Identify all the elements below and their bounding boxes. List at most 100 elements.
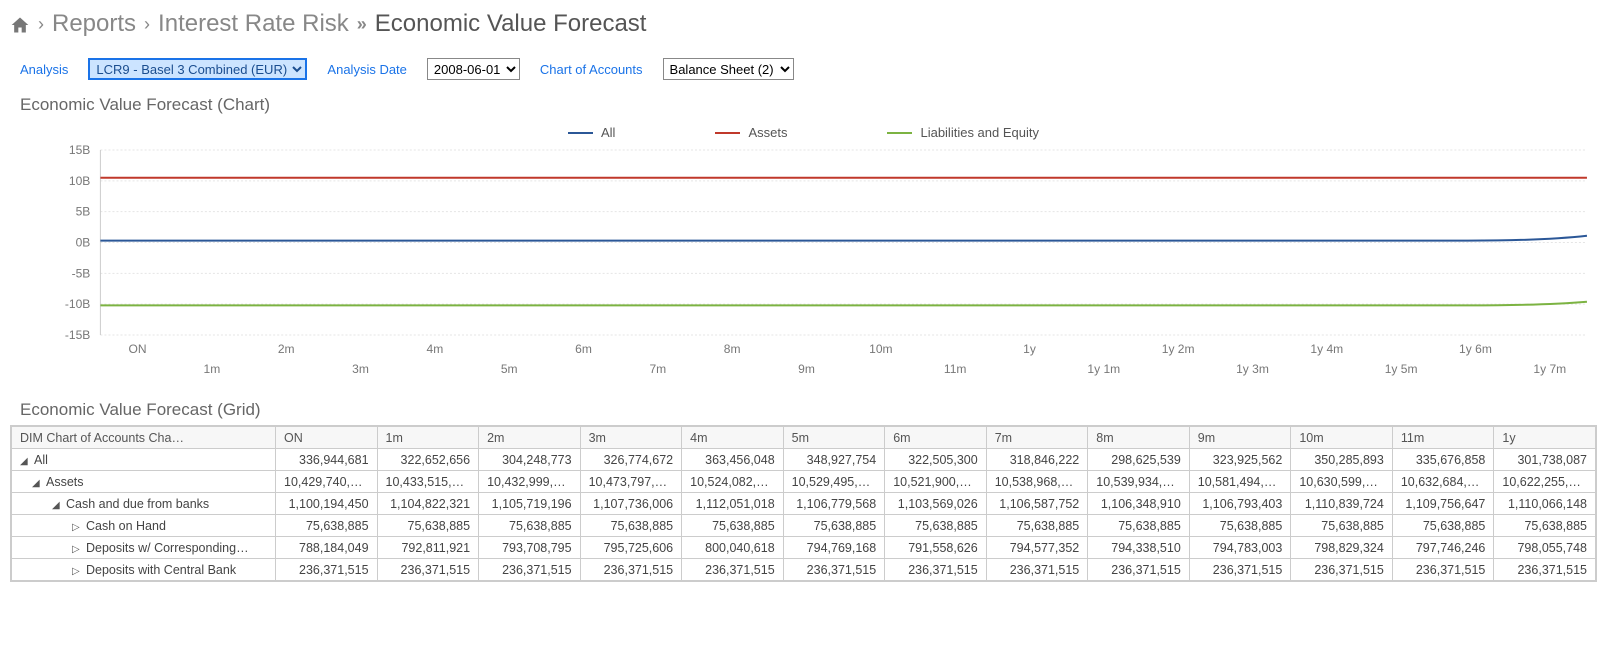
breadcrumb-item-irr[interactable]: Interest Rate Risk	[158, 10, 349, 38]
data-cell[interactable]: 10,538,968,621	[986, 471, 1088, 493]
row-label-cell[interactable]: ◢All	[12, 449, 276, 471]
data-cell[interactable]: 75,638,885	[682, 515, 784, 537]
data-cell[interactable]: 798,829,324	[1291, 537, 1393, 559]
data-cell[interactable]: 10,622,255,825	[1494, 471, 1596, 493]
data-cell[interactable]: 75,638,885	[986, 515, 1088, 537]
data-cell[interactable]: 75,638,885	[1291, 515, 1393, 537]
data-cell[interactable]: 75,638,885	[580, 515, 682, 537]
row-label-cell[interactable]: ◢Cash and due from banks	[12, 493, 276, 515]
grid-column-header[interactable]: 1y	[1494, 427, 1596, 449]
table-row[interactable]: ◢All336,944,681322,652,656304,248,773326…	[12, 449, 1596, 471]
data-cell[interactable]: 363,456,048	[682, 449, 784, 471]
expand-icon[interactable]: ▷	[72, 522, 82, 533]
grid-column-header[interactable]: 7m	[986, 427, 1088, 449]
row-label-cell[interactable]: ▷Cash on Hand	[12, 515, 276, 537]
data-cell[interactable]: 1,105,719,196	[479, 493, 581, 515]
data-cell[interactable]: 75,638,885	[1088, 515, 1190, 537]
data-cell[interactable]: 236,371,515	[885, 559, 987, 581]
data-cell[interactable]: 794,783,003	[1189, 537, 1291, 559]
data-cell[interactable]: 10,524,082,261	[682, 471, 784, 493]
data-cell[interactable]: 1,103,569,026	[885, 493, 987, 515]
data-cell[interactable]: 236,371,515	[1392, 559, 1494, 581]
data-cell[interactable]: 791,558,626	[885, 537, 987, 559]
breadcrumb-item-reports[interactable]: Reports	[52, 10, 136, 38]
data-cell[interactable]: 10,581,494,438	[1189, 471, 1291, 493]
data-cell[interactable]: 236,371,515	[1494, 559, 1596, 581]
data-cell[interactable]: 236,371,515	[276, 559, 378, 581]
data-cell[interactable]: 1,106,587,752	[986, 493, 1088, 515]
table-row[interactable]: ▷Deposits with Central Bank236,371,51523…	[12, 559, 1596, 581]
table-row[interactable]: ▷Cash on Hand75,638,88575,638,88575,638,…	[12, 515, 1596, 537]
expand-icon[interactable]: ▷	[72, 544, 82, 555]
data-cell[interactable]: 335,676,858	[1392, 449, 1494, 471]
legend-item[interactable]: All	[568, 125, 615, 140]
data-cell[interactable]: 797,746,246	[1392, 537, 1494, 559]
data-cell[interactable]: 326,774,672	[580, 449, 682, 471]
data-cell[interactable]: 1,104,822,321	[377, 493, 479, 515]
data-cell[interactable]: 236,371,515	[479, 559, 581, 581]
data-cell[interactable]: 10,429,740,635	[276, 471, 378, 493]
data-cell[interactable]: 792,811,921	[377, 537, 479, 559]
collapse-icon[interactable]: ◢	[20, 456, 30, 467]
row-label-cell[interactable]: ◢Assets	[12, 471, 276, 493]
data-cell[interactable]: 788,184,049	[276, 537, 378, 559]
data-cell[interactable]: 10,473,797,741	[580, 471, 682, 493]
table-row[interactable]: ◢Cash and due from banks1,100,194,4501,1…	[12, 493, 1596, 515]
data-cell[interactable]: 75,638,885	[1392, 515, 1494, 537]
grid-column-header[interactable]: 5m	[783, 427, 885, 449]
grid-column-header[interactable]: 3m	[580, 427, 682, 449]
data-cell[interactable]: 236,371,515	[682, 559, 784, 581]
table-row[interactable]: ▷Deposits w/ Corresponding…788,184,04979…	[12, 537, 1596, 559]
data-cell[interactable]: 336,944,681	[276, 449, 378, 471]
data-cell[interactable]: 348,927,754	[783, 449, 885, 471]
data-cell[interactable]: 236,371,515	[1088, 559, 1190, 581]
data-cell[interactable]: 75,638,885	[1189, 515, 1291, 537]
data-cell[interactable]: 1,110,066,148	[1494, 493, 1596, 515]
data-cell[interactable]: 794,338,510	[1088, 537, 1190, 559]
data-cell[interactable]: 793,708,795	[479, 537, 581, 559]
data-cell[interactable]: 75,638,885	[1494, 515, 1596, 537]
home-icon[interactable]	[10, 14, 30, 34]
data-cell[interactable]: 75,638,885	[885, 515, 987, 537]
grid-column-header[interactable]: 6m	[885, 427, 987, 449]
data-cell[interactable]: 304,248,773	[479, 449, 581, 471]
row-label-cell[interactable]: ▷Deposits w/ Corresponding…	[12, 537, 276, 559]
table-row[interactable]: ◢Assets10,429,740,63510,433,515,05010,43…	[12, 471, 1596, 493]
data-cell[interactable]: 236,371,515	[1189, 559, 1291, 581]
data-cell[interactable]: 10,630,599,049	[1291, 471, 1393, 493]
data-cell[interactable]: 75,638,885	[377, 515, 479, 537]
data-cell[interactable]: 800,040,618	[682, 537, 784, 559]
data-cell[interactable]: 1,100,194,450	[276, 493, 378, 515]
data-cell[interactable]: 794,577,352	[986, 537, 1088, 559]
data-cell[interactable]: 1,112,051,018	[682, 493, 784, 515]
data-cell[interactable]: 318,846,222	[986, 449, 1088, 471]
data-cell[interactable]: 795,725,606	[580, 537, 682, 559]
data-cell[interactable]: 75,638,885	[783, 515, 885, 537]
data-cell[interactable]: 10,632,684,785	[1392, 471, 1494, 493]
data-cell[interactable]: 794,769,168	[783, 537, 885, 559]
data-cell[interactable]: 350,285,893	[1291, 449, 1393, 471]
data-cell[interactable]: 75,638,885	[479, 515, 581, 537]
row-label-cell[interactable]: ▷Deposits with Central Bank	[12, 559, 276, 581]
legend-item[interactable]: Assets	[715, 125, 787, 140]
data-cell[interactable]: 798,055,748	[1494, 537, 1596, 559]
data-cell[interactable]: 236,371,515	[783, 559, 885, 581]
grid-column-header[interactable]: 8m	[1088, 427, 1190, 449]
grid-column-header[interactable]: 4m	[682, 427, 784, 449]
coa-select[interactable]: Balance Sheet (2)	[663, 58, 794, 80]
data-cell[interactable]: 10,539,934,977	[1088, 471, 1190, 493]
data-cell[interactable]: 1,109,756,647	[1392, 493, 1494, 515]
data-cell[interactable]: 10,432,999,516	[479, 471, 581, 493]
data-cell[interactable]: 301,738,087	[1494, 449, 1596, 471]
data-cell[interactable]: 1,106,348,910	[1088, 493, 1190, 515]
data-cell[interactable]: 1,107,736,006	[580, 493, 682, 515]
data-cell[interactable]: 236,371,515	[986, 559, 1088, 581]
data-cell[interactable]: 10,521,900,825	[885, 471, 987, 493]
data-cell[interactable]: 1,106,779,568	[783, 493, 885, 515]
forecast-grid[interactable]: DIM Chart of Accounts Cha…ON1m2m3m4m5m6m…	[10, 425, 1597, 582]
data-cell[interactable]: 323,925,562	[1189, 449, 1291, 471]
grid-column-header[interactable]: 9m	[1189, 427, 1291, 449]
data-cell[interactable]: 236,371,515	[580, 559, 682, 581]
data-cell[interactable]: 75,638,885	[276, 515, 378, 537]
data-cell[interactable]: 322,505,300	[885, 449, 987, 471]
